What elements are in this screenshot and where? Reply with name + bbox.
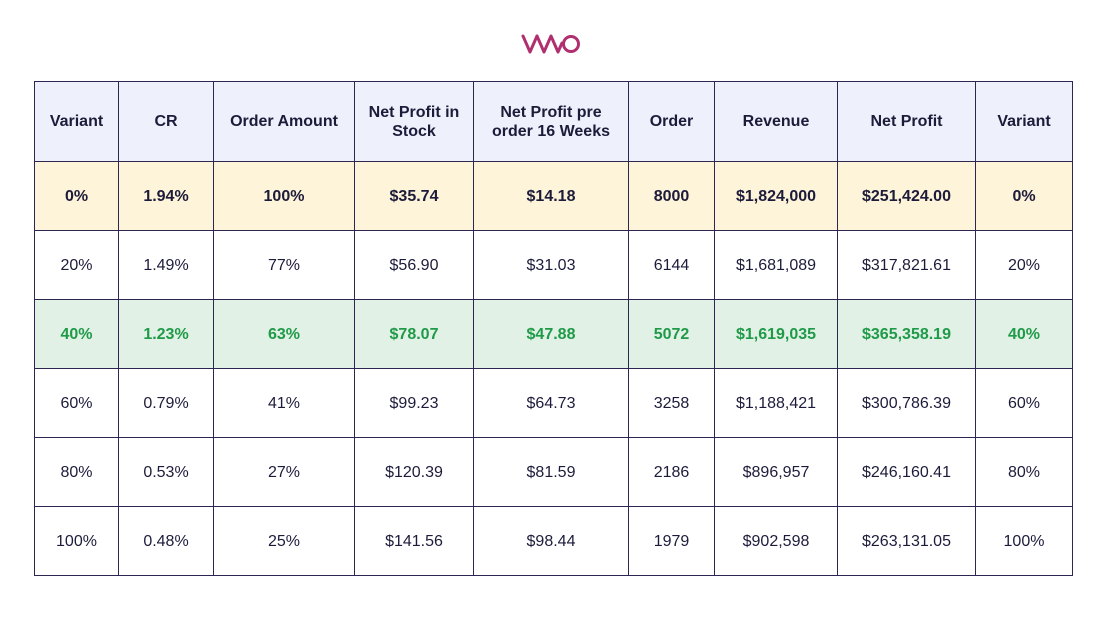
vwo-logo-w [535, 34, 564, 54]
table-row: 100% 0.48% 25% $141.56 $98.44 1979 $902,598 $26… [34, 506, 1073, 576]
table-cell: 20% [34, 230, 119, 300]
table-cell: 0% [975, 161, 1073, 231]
table-cell: 25% [213, 506, 355, 576]
vwo-logo-v [521, 34, 539, 54]
table-cell: 0% [34, 161, 119, 231]
vwo-logo [521, 34, 580, 54]
vwo-logo-o [562, 35, 580, 53]
table-cell: $120.39 [354, 437, 474, 507]
column-header: Net Profit pre order 16 Weeks [473, 81, 629, 162]
table-cell: $1,188,421 [714, 368, 838, 438]
table-cell: $98.44 [473, 506, 629, 576]
results-table: Variant CR Order Amount Net Profit in Stock… [34, 81, 1073, 576]
table-cell: $31.03 [473, 230, 629, 300]
column-header: Net Profit [837, 81, 976, 162]
table-cell: $1,824,000 [714, 161, 838, 231]
table-cell: 77% [213, 230, 355, 300]
table-cell: 6144 [628, 230, 715, 300]
table-cell: 60% [975, 368, 1073, 438]
table-cell: 27% [213, 437, 355, 507]
table-cell: $78.07 [354, 299, 474, 369]
table-cell: 80% [34, 437, 119, 507]
table-cell: $14.18 [473, 161, 629, 231]
table-cell: $251,424.00 [837, 161, 976, 231]
table-cell: $64.73 [473, 368, 629, 438]
table-cell: 1.49% [118, 230, 214, 300]
column-header: Revenue [714, 81, 838, 162]
table-cell: $263,131.05 [837, 506, 976, 576]
table-row: 40% 1.23% 63% $78.07 $47.88 5072 $1,619,035 $36… [34, 299, 1073, 369]
table-cell: $141.56 [354, 506, 474, 576]
table-cell: 100% [34, 506, 119, 576]
table-cell: 100% [213, 161, 355, 231]
table-cell: $317,821.61 [837, 230, 976, 300]
table-cell: $99.23 [354, 368, 474, 438]
table-cell: $81.59 [473, 437, 629, 507]
table-cell: $47.88 [473, 299, 629, 369]
column-header: Variant [975, 81, 1073, 162]
table-cell: 0.53% [118, 437, 214, 507]
table-cell: 0.79% [118, 368, 214, 438]
table-cell: $246,160.41 [837, 437, 976, 507]
column-header: CR [118, 81, 214, 162]
table-cell: $1,681,089 [714, 230, 838, 300]
table-cell: $896,957 [714, 437, 838, 507]
table-cell: 0.48% [118, 506, 214, 576]
column-header: Net Profit in Stock [354, 81, 474, 162]
table-body: 0% 1.94% 100% $35.74 $14.18 8000 $1,824,000 $25… [34, 161, 1073, 576]
table-cell: 2186 [628, 437, 715, 507]
table-cell: 41% [213, 368, 355, 438]
table-cell: 3258 [628, 368, 715, 438]
table-cell: 40% [34, 299, 119, 369]
column-header: Order Amount [213, 81, 355, 162]
table-header: Variant CR Order Amount Net Profit in Stock… [34, 81, 1073, 162]
table-cell: $1,619,035 [714, 299, 838, 369]
table-cell: $365,358.19 [837, 299, 976, 369]
table-row: 20% 1.49% 77% $56.90 $31.03 6144 $1,681,089 $31… [34, 230, 1073, 300]
table-cell: 8000 [628, 161, 715, 231]
table-cell: $56.90 [354, 230, 474, 300]
header-row: Variant CR Order Amount Net Profit in Stock… [34, 81, 1073, 162]
table-cell: 60% [34, 368, 119, 438]
table-cell: 80% [975, 437, 1073, 507]
table-cell: 40% [975, 299, 1073, 369]
table-cell: 63% [213, 299, 355, 369]
table-row: 60% 0.79% 41% $99.23 $64.73 3258 $1,188,421 $30… [34, 368, 1073, 438]
column-header: Order [628, 81, 715, 162]
column-header: Variant [34, 81, 119, 162]
table-cell: $902,598 [714, 506, 838, 576]
table-cell: 20% [975, 230, 1073, 300]
table-row: 0% 1.94% 100% $35.74 $14.18 8000 $1,824,000 $25… [34, 161, 1073, 231]
table-cell: 1.23% [118, 299, 214, 369]
table-cell: 1979 [628, 506, 715, 576]
table-cell: $300,786.39 [837, 368, 976, 438]
table-cell: 1.94% [118, 161, 214, 231]
table-cell: $35.74 [354, 161, 474, 231]
table-cell: 100% [975, 506, 1073, 576]
table-row: 80% 0.53% 27% $120.39 $81.59 2186 $896,957 $246… [34, 437, 1073, 507]
table-cell: 5072 [628, 299, 715, 369]
